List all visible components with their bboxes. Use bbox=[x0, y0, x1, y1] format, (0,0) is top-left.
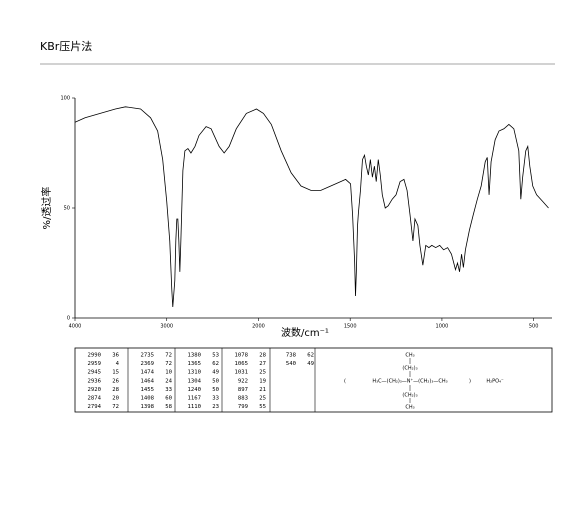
peak-transmittance: 72 bbox=[165, 353, 172, 359]
y-tick-label: 50 bbox=[64, 206, 70, 212]
peak-wavenumber: 2874 bbox=[88, 396, 102, 402]
peak-transmittance: 23 bbox=[212, 404, 219, 410]
peak-wavenumber: 1464 bbox=[141, 378, 155, 384]
peak-transmittance: 72 bbox=[165, 361, 172, 367]
peak-wavenumber: 1110 bbox=[188, 404, 201, 410]
peak-transmittance: 4 bbox=[116, 361, 120, 367]
spectrum-line bbox=[74, 106, 549, 308]
structure-group: CH₃ bbox=[405, 405, 414, 411]
peak-wavenumber: 1167 bbox=[188, 396, 201, 402]
peak-transmittance: 25 bbox=[259, 370, 266, 376]
page-title: KBr压片法 bbox=[40, 39, 92, 53]
y-tick-label: 0 bbox=[67, 316, 70, 322]
peak-wavenumber: 1455 bbox=[141, 387, 154, 393]
peak-table-frame bbox=[74, 347, 553, 413]
peak-wavenumber: 2990 bbox=[88, 353, 101, 359]
peak-wavenumber: 799 bbox=[238, 404, 248, 410]
peak-transmittance: 49 bbox=[307, 361, 314, 367]
x-tick-label: 3000 bbox=[160, 324, 173, 330]
peak-wavenumber: 738 bbox=[286, 353, 297, 359]
peak-transmittance: 50 bbox=[212, 378, 219, 384]
x-tick-label: 500 bbox=[529, 324, 539, 330]
peak-transmittance: 19 bbox=[259, 378, 266, 384]
peak-wavenumber: 1380 bbox=[188, 353, 201, 359]
x-tick-label: 1500 bbox=[344, 324, 357, 330]
structure-group: (CH₂)₃ bbox=[402, 366, 417, 372]
peak-transmittance: 27 bbox=[259, 361, 266, 367]
peak-wavenumber: 1408 bbox=[141, 396, 155, 402]
y-axis-label: %/透过率 bbox=[40, 187, 53, 230]
peak-wavenumber: 1474 bbox=[141, 370, 155, 376]
structure-anion: H₂PO₄⁻ bbox=[486, 379, 504, 385]
structure-chain: H₃C—(CH₂)₃—N⁺—(CH₂)₃—CH₃ bbox=[372, 379, 447, 385]
peak-wavenumber: 2369 bbox=[141, 361, 154, 367]
peak-transmittance: 62 bbox=[212, 361, 219, 367]
peak-transmittance: 33 bbox=[212, 396, 219, 402]
peak-wavenumber: 1398 bbox=[141, 404, 155, 410]
peak-transmittance: 50 bbox=[212, 387, 219, 393]
peak-wavenumber: 2735 bbox=[141, 353, 154, 359]
peak-transmittance: 49 bbox=[212, 370, 219, 376]
peak-wavenumber: 2936 bbox=[88, 378, 101, 384]
peak-transmittance: 10 bbox=[165, 370, 172, 376]
peak-transmittance: 62 bbox=[307, 353, 314, 359]
peak-transmittance: 58 bbox=[165, 404, 172, 410]
peak-transmittance: 24 bbox=[165, 378, 172, 384]
peak-wavenumber: 897 bbox=[238, 387, 248, 393]
peak-transmittance: 28 bbox=[259, 353, 266, 359]
peak-transmittance: 20 bbox=[112, 396, 119, 402]
peak-transmittance: 21 bbox=[259, 387, 266, 393]
structure-bracket: ( bbox=[344, 379, 346, 385]
peak-wavenumber: 1078 bbox=[235, 353, 249, 359]
peak-wavenumber: 922 bbox=[238, 378, 248, 384]
peak-wavenumber: 883 bbox=[238, 396, 248, 402]
peak-wavenumber: 1365 bbox=[188, 361, 201, 367]
peak-wavenumber: 2945 bbox=[88, 370, 101, 376]
peak-transmittance: 33 bbox=[165, 387, 172, 393]
peak-transmittance: 72 bbox=[112, 404, 119, 410]
peak-wavenumber: 2959 bbox=[88, 361, 101, 367]
peak-transmittance: 26 bbox=[112, 378, 119, 384]
peak-transmittance: 15 bbox=[112, 370, 119, 376]
x-tick-label: 4000 bbox=[69, 324, 82, 330]
peak-wavenumber: 1031 bbox=[235, 370, 248, 376]
peak-transmittance: 36 bbox=[112, 353, 119, 359]
peak-wavenumber: 1304 bbox=[188, 378, 202, 384]
peak-transmittance: 25 bbox=[259, 396, 266, 402]
peak-wavenumber: 2794 bbox=[88, 404, 102, 410]
structure-group: CH₃ bbox=[405, 353, 414, 359]
peak-transmittance: 53 bbox=[212, 353, 219, 359]
peak-transmittance: 60 bbox=[165, 396, 172, 402]
structure-group: (CH₂)₃ bbox=[402, 393, 417, 399]
peak-wavenumber: 1310 bbox=[188, 370, 201, 376]
peak-wavenumber: 1240 bbox=[188, 387, 201, 393]
peak-wavenumber: 1065 bbox=[235, 361, 248, 367]
x-axis-label: 波数/cm⁻¹ bbox=[281, 326, 329, 339]
x-tick-label: 2000 bbox=[252, 324, 265, 330]
x-tick-label: 1000 bbox=[436, 324, 449, 330]
peak-transmittance: 55 bbox=[259, 404, 266, 410]
structure-bracket: ) bbox=[469, 379, 471, 385]
y-tick-label: 100 bbox=[60, 96, 70, 102]
peak-transmittance: 28 bbox=[112, 387, 119, 393]
peak-wavenumber: 540 bbox=[286, 361, 296, 367]
peak-wavenumber: 2920 bbox=[88, 387, 101, 393]
